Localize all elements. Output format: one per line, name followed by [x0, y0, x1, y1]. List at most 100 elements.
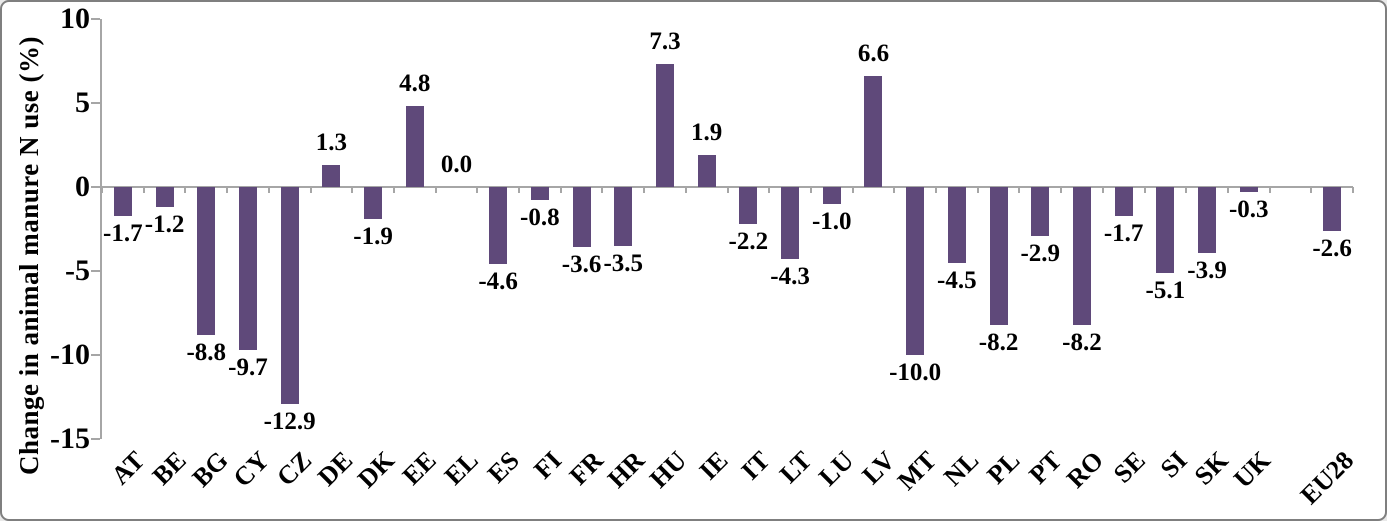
value-label-es: -4.6	[478, 268, 518, 296]
x-category-label-mt: MT	[892, 445, 943, 496]
x-axis-tick	[1268, 187, 1271, 193]
bar-hu	[655, 64, 674, 187]
y-tick-label: 10	[60, 2, 90, 35]
y-tick-label: -10	[50, 338, 90, 371]
x-category-label-ie: IE	[693, 445, 734, 486]
x-axis-tick	[643, 187, 646, 193]
x-category-label-uk: UK	[1227, 445, 1276, 494]
x-category-label-si: SI	[1154, 445, 1193, 484]
bar-de	[322, 165, 341, 187]
x-category-label-pt: PT	[1023, 445, 1068, 490]
bar-es	[489, 187, 508, 265]
y-tick-label: -5	[65, 254, 90, 287]
x-axis-tick	[1101, 187, 1104, 193]
value-label-pl: -8.2	[978, 328, 1019, 356]
x-axis-tick	[559, 187, 562, 193]
bar-eu28	[1323, 187, 1342, 231]
bar-se	[1114, 187, 1133, 216]
x-category-label-bg: BG	[186, 445, 234, 493]
y-axis-tick	[91, 270, 100, 272]
x-axis-tick	[809, 187, 812, 193]
y-axis-tick	[91, 354, 100, 356]
bar-uk	[1239, 187, 1258, 193]
y-axis-tick	[91, 438, 100, 440]
x-axis-tick	[518, 187, 520, 193]
x-category-label-cz: CZ	[270, 445, 317, 492]
value-label-fr: -3.6	[561, 251, 602, 279]
x-axis-tick	[851, 187, 854, 193]
x-category-label-es: ES	[482, 445, 526, 489]
x-axis-tick	[142, 187, 145, 193]
bar-lv	[864, 76, 883, 187]
value-label-ro: -8.2	[1062, 328, 1102, 356]
value-label-lu: -1.0	[811, 207, 852, 235]
bar-at	[113, 187, 132, 216]
x-axis-tick	[1352, 187, 1354, 193]
x-axis-tick	[1310, 187, 1313, 193]
bar-cy	[238, 187, 257, 350]
y-tick-label: -15	[50, 422, 90, 455]
x-category-label-pl: PL	[981, 445, 1026, 490]
y-axis-tick	[91, 186, 100, 188]
x-category-label-dk: DK	[352, 445, 401, 494]
x-category-label-ee: EE	[396, 445, 442, 491]
value-label-lv: 6.6	[857, 39, 890, 67]
value-label-cy: -9.7	[228, 353, 268, 381]
x-axis-tick	[976, 187, 979, 193]
value-label-sk: -3.9	[1187, 256, 1227, 284]
x-axis-tick	[935, 187, 937, 193]
x-axis-tick	[1060, 187, 1063, 193]
value-label-at: -1.7	[103, 219, 143, 247]
value-label-el: 0.0	[440, 150, 473, 178]
value-label-fi: -0.8	[520, 204, 560, 232]
x-axis-tick	[309, 187, 312, 193]
value-label-it: -2.2	[728, 227, 769, 255]
x-axis-tick	[601, 187, 604, 193]
value-label-se: -1.7	[1103, 219, 1144, 247]
value-label-hr: -3.5	[603, 249, 644, 277]
x-category-label-de: DE	[312, 445, 359, 492]
x-axis-tick	[1018, 187, 1021, 193]
x-axis-tick	[684, 187, 687, 193]
value-label-mt: -10.0	[889, 359, 942, 386]
x-category-label-sk: SK	[1189, 445, 1235, 491]
bar-sk	[1198, 187, 1217, 253]
x-category-label-it: IT	[735, 445, 776, 486]
y-tick-label: 0	[75, 170, 90, 203]
bar-bg	[197, 187, 216, 335]
x-axis-tick	[101, 187, 103, 193]
bar-lt	[781, 187, 800, 260]
bar-nl	[947, 187, 966, 263]
bar-ie	[697, 155, 716, 187]
x-category-label-ro: RO	[1060, 445, 1110, 494]
y-tick-label: 5	[75, 86, 90, 119]
x-axis-tick	[184, 187, 187, 193]
bar-hr	[614, 187, 633, 246]
value-label-si: -5.1	[1145, 276, 1186, 304]
x-category-label-lt: LT	[773, 445, 818, 489]
bar-ro	[1072, 187, 1091, 325]
value-label-pt: -2.9	[1020, 239, 1061, 267]
value-label-cz: -12.9	[263, 407, 316, 435]
bar-mt	[906, 187, 925, 355]
y-axis-line	[100, 19, 102, 439]
value-label-bg: -8.8	[186, 338, 227, 366]
x-category-label-eu28: EU28	[1294, 445, 1360, 511]
y-axis-tick	[91, 102, 100, 104]
value-label-uk: -0.3	[1228, 196, 1269, 224]
x-axis-tick	[476, 187, 479, 193]
x-category-label-hu: HU	[643, 445, 693, 494]
x-axis-tick	[1226, 187, 1229, 193]
bar-fi	[530, 187, 549, 201]
value-label-nl: -4.5	[937, 266, 977, 294]
x-category-label-be: BE	[146, 445, 192, 491]
bar-pt	[1031, 187, 1050, 236]
x-category-label-lv: LV	[856, 445, 901, 490]
bar-be	[155, 187, 174, 208]
bar-dk	[364, 187, 383, 219]
x-category-label-lu: LU	[812, 445, 859, 492]
value-label-dk: -1.9	[353, 222, 393, 250]
x-axis-tick	[267, 187, 270, 193]
y-axis-tick	[91, 18, 100, 20]
x-axis-tick	[1143, 187, 1146, 193]
